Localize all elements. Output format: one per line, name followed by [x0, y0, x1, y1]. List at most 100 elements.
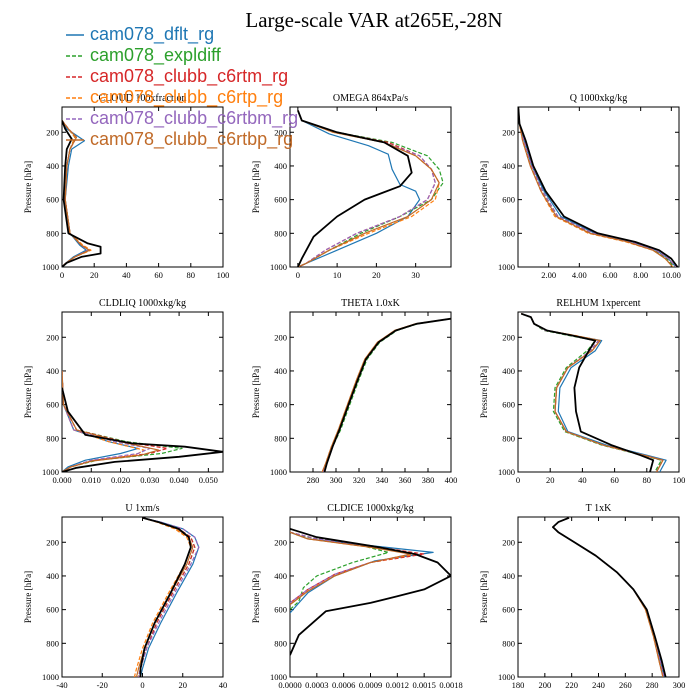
x-tick-label: 40 [578, 475, 587, 485]
series-line-cam078_expldiff [290, 531, 389, 611]
plot-frame [61, 516, 224, 678]
series-line-cam078_dflt_rg [518, 107, 677, 267]
legend-item: cam078_clubb_c6rtbm_rg [66, 108, 298, 129]
panel-4: CLDLIQ 1000xkg/kg Pressure [hPa] 200 400 600… [23, 298, 224, 485]
legend-label: cam078_clubb_c6rtbm_rg [90, 108, 298, 129]
y-tick-label: 800 [46, 638, 59, 648]
y-tick-label: 600 [274, 195, 287, 205]
y-tick-label: 200 [274, 332, 287, 342]
series-line-cam078_dflt_rg [139, 517, 200, 677]
legend-item: cam078_expldiff [66, 45, 222, 66]
series-line-cam078_dflt_rg [322, 318, 451, 472]
y-tick-label: 1000 [42, 672, 59, 682]
x-tick-label: 4.00 [572, 270, 587, 280]
series-line-cam078_expldiff [521, 313, 662, 472]
x-tick-label: 320 [353, 475, 366, 485]
series-line-cam078_clubb_c6rtbp_rg [518, 107, 674, 267]
y-tick-label: 200 [46, 537, 59, 547]
series-line-cam078_clubb_c6rtp_rg [321, 318, 451, 472]
series-line-cam078_clubb_c6rtbp_rg [290, 531, 412, 606]
plot-frame [61, 106, 224, 268]
y-tick-label: 400 [274, 366, 287, 376]
y-axis-label: Pressure [hPa] [23, 161, 33, 213]
x-tick-label: 40 [219, 680, 228, 690]
plot-frame [517, 106, 680, 268]
x-tick-label: 200 [538, 680, 551, 690]
x-tick-label: 380 [422, 475, 435, 485]
y-tick-label: 800 [274, 638, 287, 648]
y-tick-label: 600 [502, 195, 515, 205]
y-tick-label: 400 [502, 571, 515, 581]
series-line-cam078_expldiff [297, 110, 444, 267]
y-axis-label: Pressure [hPa] [479, 366, 489, 418]
series-line-reference [323, 317, 451, 472]
x-tick-label: 0.000 [52, 475, 71, 485]
series-line-reference [520, 312, 655, 472]
x-tick-label: 0 [296, 270, 300, 280]
legend-item: cam078_clubb_c6rtm_rg [66, 66, 288, 87]
series-line-cam078_clubb_c6rtbm_rg [552, 517, 665, 677]
y-tick-label: 400 [274, 161, 287, 171]
y-tick-label: 1000 [498, 467, 515, 477]
legend-label: cam078_clubb_c6rtm_rg [90, 66, 288, 87]
x-tick-label: 6.00 [603, 270, 618, 280]
y-tick-label: 800 [46, 228, 59, 238]
x-tick-label: 60 [154, 270, 163, 280]
x-tick-label: 0.0018 [439, 680, 462, 690]
series-line-cam078_clubb_c6rtbp_rg [552, 517, 664, 677]
series-line-reference [139, 517, 192, 677]
panel-5: THETA 1.0xK Pressure [hPa] 200 400 600 800 100… [251, 298, 457, 485]
series-line-reference [62, 387, 223, 472]
x-tick-label: 20 [179, 680, 188, 690]
series-line-cam078_clubb_c6rtm_rg [521, 313, 664, 472]
series-line-cam078_clubb_c6rtp_rg [521, 313, 664, 472]
x-tick-label: 260 [619, 680, 632, 690]
x-tick-label: 20 [372, 270, 381, 280]
plot-frame [61, 311, 224, 473]
y-tick-label: 200 [274, 537, 287, 547]
series-line-reference [62, 120, 102, 267]
x-tick-label: 0.050 [199, 475, 218, 485]
y-tick-label: 200 [46, 332, 59, 342]
series-line-cam078_dflt_rg [552, 517, 665, 677]
legend-label: cam078_clubb_c6rtp_rg [90, 87, 283, 108]
x-tick-label: 30 [411, 270, 420, 280]
series-line-cam078_dflt_rg [297, 110, 421, 267]
y-axis-label: Pressure [hPa] [251, 161, 261, 213]
y-tick-label: 1000 [42, 262, 59, 272]
series-line-cam078_dflt_rg [521, 313, 667, 472]
series-line-cam078_clubb_c6rtbm_rg [518, 107, 677, 267]
legend-label: cam078_expldiff [90, 45, 222, 66]
x-tick-label: 220 [565, 680, 578, 690]
panel-title: RELHUM 1xpercent [556, 298, 640, 309]
y-tick-label: 400 [502, 366, 515, 376]
plot-frame [517, 516, 680, 678]
x-tick-label: 0.020 [111, 475, 130, 485]
plot-frame [289, 311, 452, 473]
y-tick-label: 200 [502, 537, 515, 547]
y-tick-label: 200 [502, 127, 515, 137]
x-tick-label: 340 [376, 475, 389, 485]
y-tick-label: 200 [274, 127, 287, 137]
panel-title: CLDICE 1000xkg/kg [327, 503, 413, 514]
x-tick-label: 280 [307, 475, 320, 485]
y-axis-label: Pressure [hPa] [23, 366, 33, 418]
series-line-reference [552, 517, 667, 677]
x-tick-label: 100 [217, 270, 230, 280]
panel-title: OMEGA 864xPa/s [333, 93, 408, 104]
x-tick-label: 360 [399, 475, 412, 485]
x-tick-label: 0.030 [140, 475, 159, 485]
x-tick-label: 400 [445, 475, 458, 485]
y-tick-label: 600 [502, 400, 515, 410]
series-line-cam078_clubb_c6rtm_rg [297, 110, 436, 267]
y-tick-label: 1000 [498, 262, 515, 272]
x-tick-label: 0.0003 [305, 680, 328, 690]
x-tick-label: 0 [60, 270, 64, 280]
x-tick-label: 0.010 [82, 475, 101, 485]
series-line-cam078_clubb_c6rtbm_rg [137, 517, 200, 677]
y-axis-label: Pressure [hPa] [23, 571, 33, 623]
legend-item: cam078_clubb_c6rtbp_rg [66, 129, 293, 150]
